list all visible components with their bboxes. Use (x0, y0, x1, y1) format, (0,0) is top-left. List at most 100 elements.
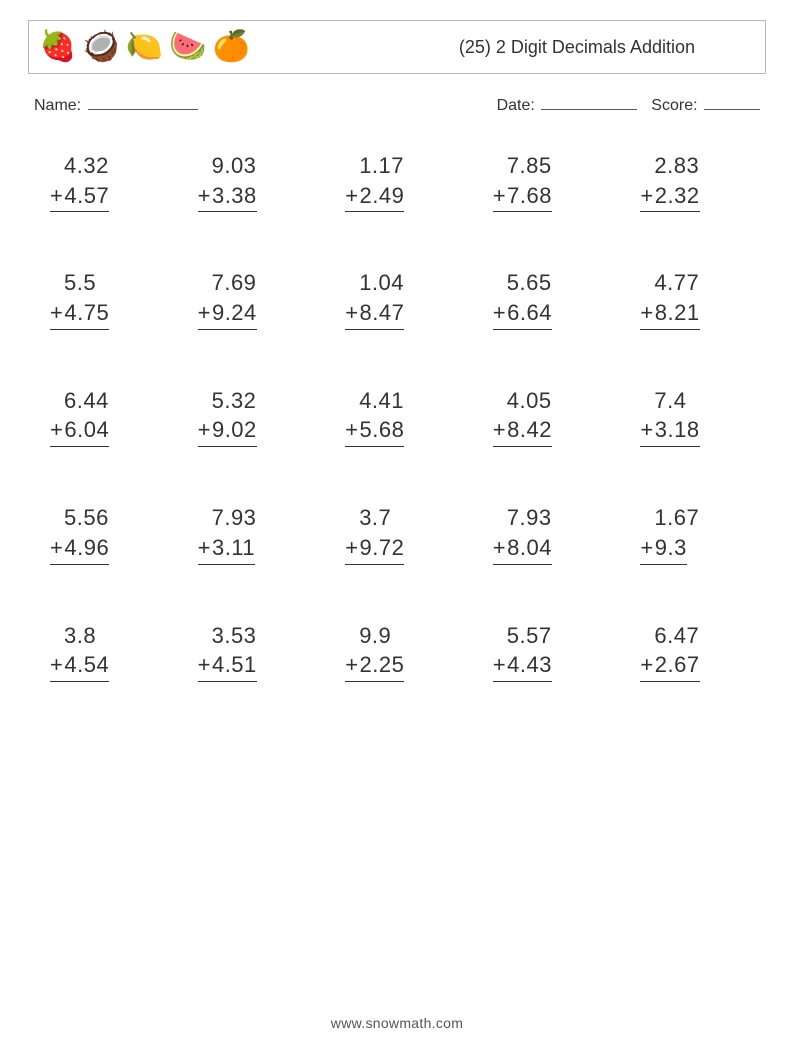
addition-problem: 6.47+2.67 (640, 621, 754, 682)
addend-bottom-row: +4.54 (50, 650, 109, 682)
addend-bottom-row: +3.18 (640, 415, 699, 447)
addend-bottom: 5.68 (360, 415, 405, 445)
addend-bottom: 6.04 (64, 415, 109, 445)
addend-bottom-row: +9.3 (640, 533, 686, 565)
addend-bottom: 2.32 (655, 181, 700, 211)
addend-bottom-row: +9.72 (345, 533, 404, 565)
addition-problem: 4.77+8.21 (640, 268, 754, 329)
header-box: 🍓 🥥 🍋 🍉 🍊 (25) 2 Digit Decimals Addition (28, 20, 766, 74)
addend-bottom: 3.38 (212, 181, 257, 211)
score-field: Score: (651, 96, 760, 115)
score-blank[interactable] (704, 96, 760, 110)
plus-operator: + (493, 415, 506, 445)
addend-bottom: 4.75 (64, 298, 109, 328)
plus-operator: + (50, 650, 63, 680)
raspberry-icon: 🍓 (39, 32, 76, 62)
score-label: Score: (651, 97, 697, 114)
addend-bottom: 8.21 (655, 298, 700, 328)
plus-operator: + (50, 533, 63, 563)
plus-operator: + (640, 181, 653, 211)
addend-bottom: 4.51 (212, 650, 257, 680)
addend-top: 5.65 (493, 268, 552, 298)
fruit-icon-row: 🍓 🥥 🍋 🍉 🍊 (39, 32, 250, 62)
plus-operator: + (493, 298, 506, 328)
addition-problem: 1.17+2.49 (345, 151, 459, 212)
addend-bottom: 8.47 (360, 298, 405, 328)
plus-operator: + (493, 181, 506, 211)
addend-top: 5.32 (198, 386, 257, 416)
plus-operator: + (493, 533, 506, 563)
addend-bottom-row: +4.43 (493, 650, 552, 682)
addition-problem: 5.56+4.96 (50, 503, 164, 564)
plus-operator: + (50, 415, 63, 445)
addend-bottom: 2.49 (360, 181, 405, 211)
addend-bottom-row: +7.68 (493, 181, 552, 213)
addition-problem: 5.32+9.02 (198, 386, 312, 447)
addend-top: 4.05 (493, 386, 552, 416)
addition-problem: 3.53+4.51 (198, 621, 312, 682)
problems-grid: 4.32+4.579.03+3.381.17+2.497.85+7.682.83… (28, 123, 766, 722)
plus-operator: + (640, 298, 653, 328)
meta-spacer (212, 96, 483, 115)
addition-problem: 5.57+4.43 (493, 621, 607, 682)
addend-bottom-row: +2.49 (345, 181, 404, 213)
orange-icon: 🍊 (212, 32, 249, 62)
addend-bottom-row: +4.75 (50, 298, 109, 330)
date-field: Date: (497, 96, 638, 115)
addend-top: 4.32 (50, 151, 109, 181)
addend-top: 1.04 (345, 268, 404, 298)
addend-bottom-row: +9.24 (198, 298, 257, 330)
addend-bottom: 4.96 (64, 533, 109, 563)
addend-bottom: 2.67 (655, 650, 700, 680)
addition-problem: 7.85+7.68 (493, 151, 607, 212)
addition-problem: 7.69+9.24 (198, 268, 312, 329)
addend-bottom: 7.68 (507, 181, 552, 211)
addend-bottom: 8.04 (507, 533, 552, 563)
plus-operator: + (345, 415, 358, 445)
addend-top: 6.47 (640, 621, 699, 651)
date-blank[interactable] (541, 96, 637, 110)
addend-top: 7.4 (640, 386, 686, 416)
plus-operator: + (198, 181, 211, 211)
plus-operator: + (640, 533, 653, 563)
name-label: Name: (34, 97, 81, 114)
name-blank[interactable] (88, 96, 198, 110)
footer-url: www.snowmath.com (0, 1015, 794, 1031)
meta-row: Name: Date: Score: (28, 96, 766, 123)
addend-bottom: 9.72 (360, 533, 405, 563)
addition-problem: 3.7+9.72 (345, 503, 459, 564)
plus-operator: + (345, 533, 358, 563)
addend-bottom: 2.25 (360, 650, 405, 680)
plus-operator: + (50, 181, 63, 211)
addend-top: 7.93 (198, 503, 257, 533)
plus-operator: + (345, 181, 358, 211)
addend-bottom-row: +8.47 (345, 298, 404, 330)
addend-top: 4.41 (345, 386, 404, 416)
addend-bottom: 4.54 (64, 650, 109, 680)
addition-problem: 2.83+2.32 (640, 151, 754, 212)
addend-top: 3.8 (50, 621, 96, 651)
addend-bottom-row: +6.64 (493, 298, 552, 330)
addend-bottom: 3.18 (655, 415, 700, 445)
addend-bottom: 9.3 (655, 533, 687, 563)
addend-bottom: 4.43 (507, 650, 552, 680)
addend-top: 9.03 (198, 151, 257, 181)
addend-top: 6.44 (50, 386, 109, 416)
addend-bottom-row: +4.51 (198, 650, 257, 682)
addend-top: 5.5 (50, 268, 96, 298)
plus-operator: + (198, 415, 211, 445)
name-field: Name: (34, 96, 198, 115)
addend-top: 7.85 (493, 151, 552, 181)
watermelon-icon: 🍉 (169, 32, 206, 62)
plus-operator: + (493, 650, 506, 680)
addend-bottom: 6.64 (507, 298, 552, 328)
lemon-icon: 🍋 (126, 32, 163, 62)
addend-bottom-row: +8.04 (493, 533, 552, 565)
addend-top: 9.9 (345, 621, 391, 651)
plus-operator: + (198, 298, 211, 328)
addend-top: 7.69 (198, 268, 257, 298)
addition-problem: 7.93+3.11 (198, 503, 312, 564)
addend-bottom: 9.02 (212, 415, 257, 445)
addition-problem: 1.67+9.3 (640, 503, 754, 564)
addend-top: 3.53 (198, 621, 257, 651)
